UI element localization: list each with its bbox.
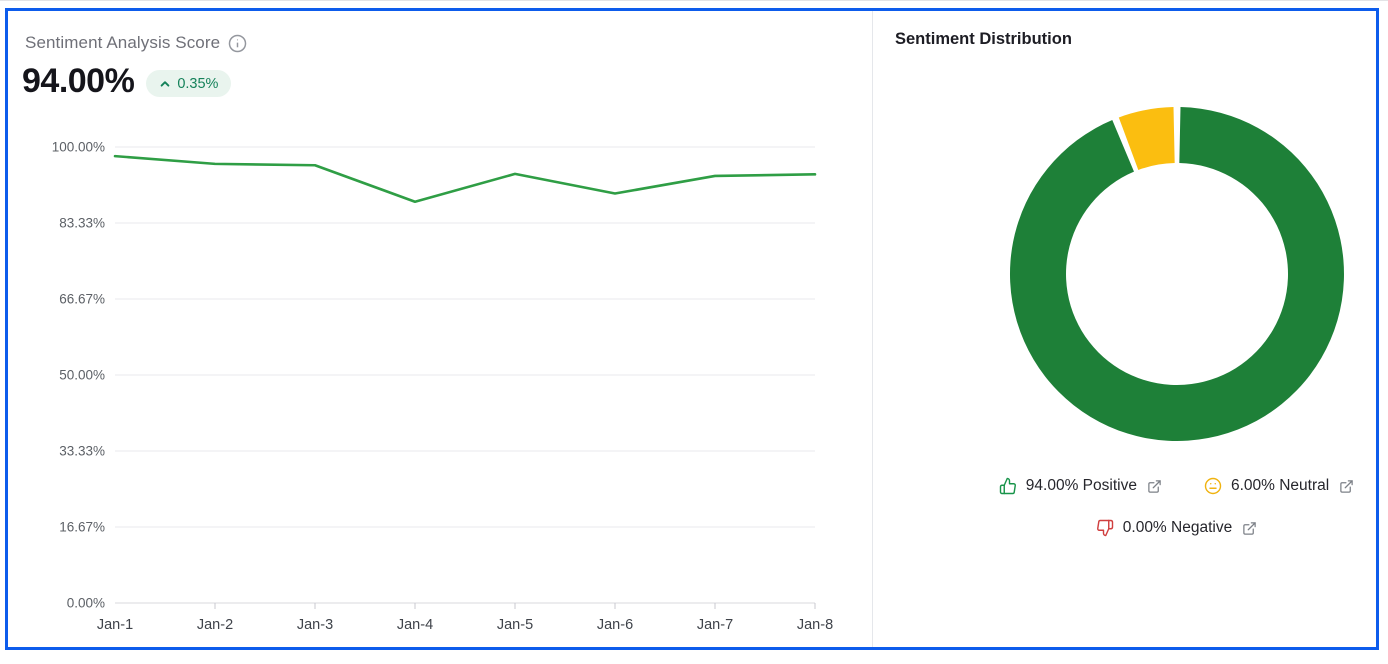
window-edge-line bbox=[0, 0, 1388, 1]
info-icon[interactable] bbox=[228, 34, 247, 53]
score-panel-title: Sentiment Analysis Score bbox=[25, 33, 221, 52]
sentiment-donut-chart[interactable] bbox=[1007, 104, 1347, 444]
distribution-title: Sentiment Distribution bbox=[895, 30, 1072, 48]
svg-text:66.67%: 66.67% bbox=[59, 292, 105, 307]
legend-item-negative: 0.00% Negative bbox=[1096, 519, 1257, 537]
sentiment-score-panel: Sentiment Analysis Score 94.00% 0.35% 10… bbox=[8, 11, 872, 647]
svg-text:Jan-5: Jan-5 bbox=[497, 617, 533, 633]
score-row: 94.00% 0.35% bbox=[8, 53, 872, 101]
legend-item-positive: 94.00% Positive bbox=[999, 477, 1162, 495]
svg-text:83.33%: 83.33% bbox=[59, 216, 105, 231]
chevron-up-icon bbox=[160, 80, 170, 87]
sentiment-distribution-panel: Sentiment Distribution 94.00% Positive bbox=[873, 11, 1376, 647]
dashboard-frame: Sentiment Analysis Score 94.00% 0.35% 10… bbox=[5, 8, 1379, 650]
svg-text:Jan-6: Jan-6 bbox=[597, 617, 633, 633]
svg-text:16.67%: 16.67% bbox=[59, 520, 105, 535]
svg-text:Jan-3: Jan-3 bbox=[297, 617, 333, 633]
thumbs-down-icon bbox=[1096, 519, 1114, 537]
svg-text:Jan-4: Jan-4 bbox=[397, 617, 433, 633]
svg-text:Jan-1: Jan-1 bbox=[97, 617, 133, 633]
legend-row-2: 0.00% Negative bbox=[1096, 519, 1257, 537]
delta-value: 0.35% bbox=[177, 75, 219, 92]
thumbs-up-icon bbox=[999, 477, 1017, 495]
svg-text:Jan-2: Jan-2 bbox=[197, 617, 233, 633]
svg-text:100.00%: 100.00% bbox=[52, 140, 105, 155]
external-link-icon[interactable] bbox=[1339, 479, 1354, 494]
svg-text:33.33%: 33.33% bbox=[59, 444, 105, 459]
external-link-icon[interactable] bbox=[1147, 479, 1162, 494]
svg-text:Jan-7: Jan-7 bbox=[697, 617, 733, 633]
external-link-icon[interactable] bbox=[1242, 521, 1257, 536]
sentiment-line-chart[interactable]: 100.00% 83.33% 66.67% 50.00% 33.33% 16.67% 0.0… bbox=[8, 131, 864, 643]
legend-label-neutral: 6.00% Neutral bbox=[1230, 477, 1330, 494]
legend-label-positive: 94.00% Positive bbox=[1025, 477, 1137, 494]
distribution-content: 94.00% Positive bbox=[977, 11, 1376, 647]
svg-text:Jan-8: Jan-8 bbox=[797, 617, 833, 633]
meh-face-icon bbox=[1204, 477, 1222, 495]
legend-item-neutral: 6.00% Neutral bbox=[1204, 477, 1354, 495]
legend-label-negative: 0.00% Negative bbox=[1122, 519, 1233, 536]
distribution-legend: 94.00% Positive bbox=[999, 477, 1354, 537]
svg-text:0.00%: 0.00% bbox=[67, 596, 105, 611]
panel-divider bbox=[872, 11, 873, 647]
delta-badge: 0.35% bbox=[146, 70, 232, 97]
svg-text:50.00%: 50.00% bbox=[59, 368, 105, 383]
score-panel-header: Sentiment Analysis Score bbox=[8, 11, 872, 53]
score-value: 94.00% bbox=[22, 62, 135, 100]
legend-row-1: 94.00% Positive bbox=[999, 477, 1354, 495]
